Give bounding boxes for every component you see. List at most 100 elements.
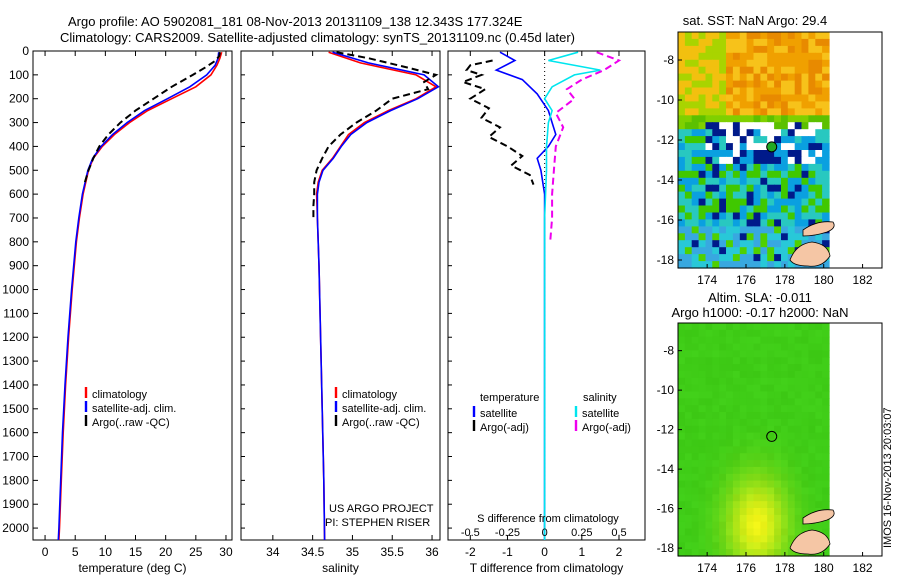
map-cell [767,350,775,358]
map-cell [712,115,720,123]
map-cell [808,343,816,352]
map-cell [801,219,809,227]
map-cell [726,364,734,372]
map-cell [719,38,727,47]
map-cell [726,163,734,172]
map-cell [739,191,748,200]
map-cell [781,432,789,441]
map-cell [739,94,748,102]
map-cell [698,357,707,365]
map-cell [678,219,686,227]
map-cell [822,87,830,95]
map-cell [822,163,830,172]
map-cell [753,170,761,179]
map-cell [822,184,830,193]
map-cell [767,528,775,537]
map-cell [808,52,816,61]
map-cell [726,350,734,358]
s-tick-label: -0.25 [495,527,520,539]
map-cell [767,38,775,47]
map-cell [719,122,727,130]
map-cell [753,73,761,82]
map-cell [767,501,775,509]
map-cell [691,343,700,352]
map-cell [753,80,761,89]
map-cell [732,198,741,207]
map-cell [774,80,782,89]
map-cell [684,59,693,68]
map-cell [808,115,816,123]
map-cell [726,226,734,234]
map-cell [705,371,713,379]
map-cell [815,80,823,89]
map-cell [801,398,809,406]
map-cell [794,514,803,523]
x-tick-label: 36 [425,545,439,559]
map-cell [732,80,741,89]
y-tick-label: 1000 [2,283,29,297]
map-cell [746,38,755,47]
map-cell [732,405,741,413]
map-cell [726,357,734,365]
map-cell [753,473,761,482]
map-cell [808,446,816,454]
map-cell [753,143,761,151]
map-cell [705,198,713,207]
map-cell [767,32,775,40]
map-cell [787,87,796,95]
map-cell [719,323,727,331]
map-cell [732,38,741,47]
map-cell [712,219,720,227]
map-cell [753,226,761,234]
map-cell [698,52,707,61]
map-cell [732,480,741,489]
legend-label-2: Argo(..raw -QC) [342,417,420,429]
map-cell [822,205,830,213]
map-cell [678,384,686,393]
map-cell [822,32,830,40]
map-cell [774,226,782,234]
map-cell [739,377,748,386]
map-cell [746,233,755,241]
map-cell [746,336,755,345]
map-cell [739,398,748,406]
map-cell [739,170,748,179]
map-cell [801,521,809,530]
map-cell [815,87,823,95]
legend-label-2: Argo(..raw -QC) [92,417,170,429]
map-cell [746,59,755,68]
map-cell [822,329,830,338]
map-cell [801,391,809,399]
map-cell [787,466,796,475]
map-cell [691,73,700,82]
map-cell [684,101,693,109]
map-cell [753,45,761,54]
map-cell [678,38,686,47]
map-cell [726,254,734,262]
map-cell [719,521,727,530]
map-cell [712,439,720,447]
map-cell [822,466,830,475]
map-cell [760,94,768,102]
map-cell [781,198,789,207]
map-cell [739,439,748,447]
map-cell [760,398,768,406]
map-cell [705,425,713,434]
map-cell [678,101,686,109]
map-cell [760,323,768,331]
map-cell [712,94,720,102]
map-cell [787,521,796,530]
salinity-profile-plot: 34 34.5 35 35.5 36salinityclimatologysatelli… [240,50,441,575]
map-cell [705,453,713,461]
map-cell [705,528,713,537]
map-cell [815,108,823,116]
map-cell [691,412,700,420]
map-cell [781,177,789,186]
map-cell [822,521,830,530]
map-cell [684,66,693,75]
map-cell [794,94,803,102]
map-cell [684,156,693,165]
map-cell [732,535,741,543]
map-cell [760,115,768,123]
map-cell [698,391,707,399]
